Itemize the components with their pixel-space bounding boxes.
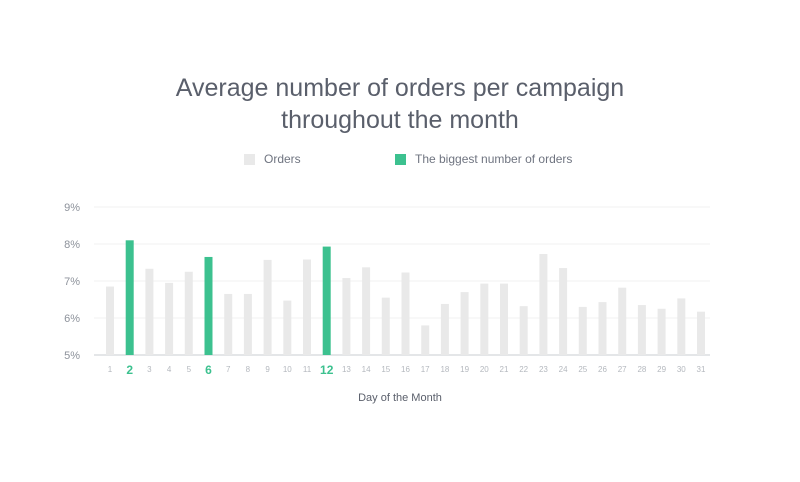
y-tick-label: 9% <box>64 202 80 214</box>
x-tick-label: 13 <box>342 365 351 374</box>
x-tick-label: 8 <box>246 365 251 374</box>
y-tick-label: 8% <box>64 239 80 251</box>
bar <box>440 303 449 355</box>
bar <box>657 308 666 355</box>
x-tick-label: 27 <box>618 365 627 374</box>
legend-swatch-orders <box>244 153 255 165</box>
bar <box>362 267 371 355</box>
x-tick-label: 22 <box>519 365 528 374</box>
bar <box>460 292 469 355</box>
x-tick-label: 12 <box>320 363 334 377</box>
x-tick-label: 29 <box>657 365 666 374</box>
x-tick-label: 9 <box>265 365 270 374</box>
bar <box>578 306 587 355</box>
x-tick-label: 19 <box>460 365 469 374</box>
legend-swatch-biggest <box>395 153 406 165</box>
bar <box>224 293 233 355</box>
chart-title-line-1: Average number of orders per campaign <box>175 74 625 102</box>
bar-highlight <box>322 246 331 355</box>
x-tick-label: 17 <box>421 365 430 374</box>
bar <box>480 283 489 355</box>
bar <box>381 297 390 355</box>
bar <box>184 271 193 355</box>
bar <box>598 302 607 355</box>
x-tick-label: 28 <box>637 365 646 374</box>
legend-item-biggest: The biggest number of orders <box>395 152 572 166</box>
legend-label-orders: Orders <box>264 152 301 166</box>
chart-title-line-2: throughout the month <box>281 106 519 134</box>
bar-highlight <box>125 240 134 355</box>
bar <box>519 306 528 355</box>
bar <box>637 305 646 355</box>
x-tick-label: 11 <box>303 365 312 374</box>
x-tick-label: 15 <box>381 365 390 374</box>
x-tick-label: 5 <box>187 365 192 374</box>
x-tick-label: 10 <box>283 365 292 374</box>
bar <box>243 293 252 355</box>
x-tick-label: 24 <box>559 365 568 374</box>
bar <box>165 282 174 355</box>
x-tick-label: 1 <box>108 365 113 374</box>
x-tick-label: 20 <box>480 365 489 374</box>
x-tick-label: 7 <box>226 365 231 374</box>
x-tick-label: 26 <box>598 365 607 374</box>
bar <box>303 259 311 355</box>
x-tick-label: 14 <box>362 365 371 374</box>
bar-highlight <box>204 256 213 355</box>
bar <box>342 278 351 355</box>
x-tick-label: 4 <box>167 365 172 374</box>
x-tick-label: 2 <box>126 363 133 377</box>
bar <box>401 272 410 355</box>
bar <box>618 287 627 355</box>
bar <box>500 283 508 355</box>
legend-label-biggest: The biggest number of orders <box>415 152 573 166</box>
x-tick-label: 25 <box>578 365 587 374</box>
y-tick-label: 7% <box>64 276 80 288</box>
y-tick-label: 6% <box>64 313 80 325</box>
bar <box>283 300 292 355</box>
bar <box>106 286 114 355</box>
bar <box>263 259 272 355</box>
x-tick-label: 18 <box>440 365 449 374</box>
chart-title: Average number of orders per campaign th… <box>0 72 800 136</box>
bar <box>539 253 548 355</box>
x-tick-label: 3 <box>147 365 152 374</box>
chart-legend: Orders The biggest number of orders <box>0 152 800 172</box>
x-tick-label: 6 <box>205 363 212 377</box>
bar <box>677 298 686 355</box>
x-tick-label: 16 <box>401 365 410 374</box>
x-tick-label: 30 <box>677 365 686 374</box>
x-tick-label: 23 <box>539 365 548 374</box>
x-axis-label: Day of the Month <box>358 392 442 404</box>
x-tick-label: 21 <box>500 365 509 374</box>
y-tick-label: 5% <box>64 350 80 362</box>
bar <box>697 311 705 355</box>
legend-item-orders: Orders <box>244 152 301 166</box>
bar <box>421 325 430 355</box>
bar <box>559 268 568 355</box>
bar <box>145 268 154 355</box>
x-tick-label: 31 <box>697 365 706 374</box>
